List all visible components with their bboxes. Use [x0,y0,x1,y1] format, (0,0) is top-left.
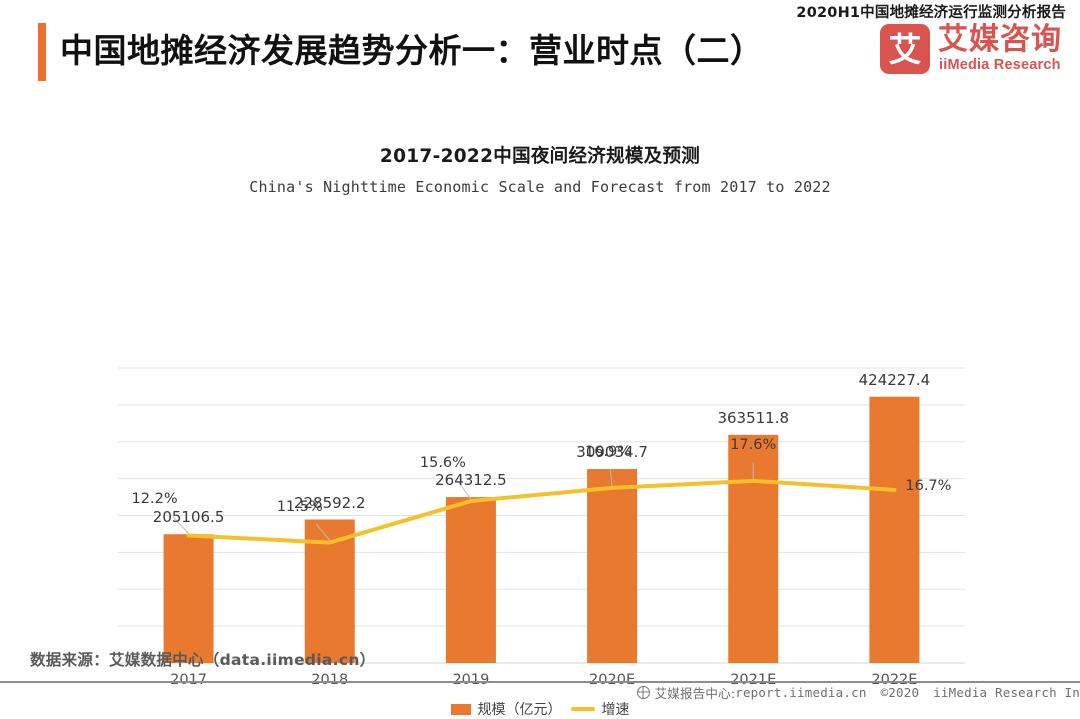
chart-container: 2017-2022中国夜间经济规模及预测 China's Nighttime E… [0,104,1080,718]
growth-label-2019: 15.6% [419,455,466,472]
legend-item-bar[interactable]: 规模（亿元） [450,699,562,719]
page-header: 2020H1中国地摊经济运行监测分析报告 中国地摊经济发展趋势分析一：营业时点（… [0,0,1080,104]
footer-divider [0,681,1080,683]
growth-label-2021E: 17.6% [730,436,777,453]
page-footer: 艾媒报告中心: report.iimedia.cn ©2020 iiMedia … [0,683,1080,701]
growth-label-2018: 11.5% [276,498,323,515]
x-tick-2021E: 2021E [730,672,777,688]
line-series [186,478,897,545]
footer-company: iiMedia Research In [933,684,1080,700]
gridlines [118,367,965,664]
x-tick-2018: 2018 [311,672,349,688]
bar-value-label-2020E: 309034.7 [576,443,648,462]
globe-icon [636,685,650,699]
footer-copyright: ©2020 [880,684,920,700]
legend-line-swatch-icon [570,707,595,711]
bar-value-label-2022E: 424227.4 [858,370,931,389]
bar-value-label-2019: 264312.5 [435,471,507,490]
legend-bar-swatch-icon [450,703,471,715]
legend-line-label: 增速 [601,702,630,718]
plot-svg [118,367,965,664]
growth-label-2022E: 16.7% [905,477,952,494]
bar-value-label-2021E: 363511.8 [717,408,790,427]
logo-mark-icon: 艾 [880,24,930,74]
data-source-note: 数据来源：艾媒数据中心（data.iimedia.cn） [30,651,376,669]
footer-report-url[interactable]: report.iimedia.cn [735,684,867,700]
page-title: 中国地摊经济发展趋势分析一：营业时点（二） [60,31,764,70]
logo-brand-en: iiMedia Research [939,57,1061,73]
bar-2017 [163,534,214,663]
growth-label-2017: 12.2% [131,491,178,508]
legend-item-line[interactable]: 增速 [570,699,630,719]
title-accent-bar [38,23,46,81]
bar-2022E [869,396,920,663]
x-tick-2017: 2017 [170,672,208,688]
plot-area: 205106.5 228592.2 264312.5 309034.7 363511.8… [118,264,965,688]
iimedia-logo: 艾 艾媒咨询 iiMedia Research [880,22,1066,80]
bar-series [163,396,920,663]
bar-value-label-2017: 205106.5 [152,508,225,527]
chart-legend: 规模（亿元） 增速 [0,699,1080,719]
growth-label-2020E: 16.9% [585,443,632,460]
label-leader-lines [172,462,754,541]
x-tick-2019: 2019 [452,672,490,688]
bar-2019 [445,497,496,663]
chart-title: 2017-2022中国夜间经济规模及预测 [379,146,701,167]
bar-2020E [587,469,638,663]
bar-value-label-2018: 228592.2 [293,493,366,512]
x-tick-2022E: 2022E [871,672,918,688]
legend-bar-label: 规模（亿元） [477,702,562,718]
footer-report-center-label: 艾媒报告中心: [654,685,736,701]
report-kicker: 2020H1中国地摊经济运行监测分析报告 [796,5,1066,21]
x-tick-2020E: 2020E [589,672,636,688]
logo-brand-cn: 艾媒咨询 [938,22,1062,57]
chart-subtitle: China's Nighttime Economic Scale and For… [249,178,831,196]
